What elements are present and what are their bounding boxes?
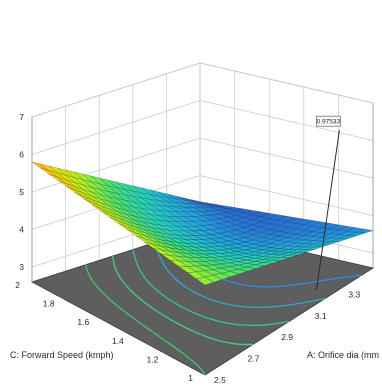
y-tick-label: 1.4 bbox=[112, 336, 124, 346]
z-tick-label: 5 bbox=[19, 187, 24, 197]
response-surface bbox=[31, 161, 374, 286]
floor-contours bbox=[85, 236, 362, 376]
z-tick-label: 4 bbox=[19, 225, 24, 235]
z-tick-label: 6 bbox=[19, 150, 24, 160]
surface-cell bbox=[195, 276, 214, 286]
y-tick-label: 1.2 bbox=[147, 354, 159, 364]
x-tick-label: 2.5 bbox=[214, 375, 226, 385]
contour-line bbox=[111, 255, 254, 346]
contour-line bbox=[132, 249, 290, 327]
y-tick-label: 1 bbox=[188, 373, 193, 383]
design-point-marker: 0.97533 bbox=[315, 115, 341, 291]
x-tick-label: 3.3 bbox=[348, 289, 360, 299]
design-point-label: 0.97533 bbox=[317, 119, 341, 126]
y-tick-label: 2 bbox=[15, 280, 20, 290]
x-tick-label: 2.9 bbox=[281, 332, 293, 342]
contour-line bbox=[152, 242, 326, 309]
y-tick-label: 1.8 bbox=[43, 299, 55, 309]
contour-line bbox=[85, 264, 206, 376]
z-tick-label: 7 bbox=[19, 112, 24, 122]
z-tick-label: 3 bbox=[19, 262, 24, 272]
x-tick-label: 2.7 bbox=[248, 354, 260, 364]
x-tick-label: 3.1 bbox=[315, 311, 327, 321]
y-tick-label: 1.6 bbox=[77, 317, 89, 327]
design-point-flag bbox=[316, 115, 341, 127]
design-point-line bbox=[315, 130, 340, 291]
x-axis-title: A: Orifice dia (mm bbox=[307, 350, 379, 360]
y-axis-title: C: Forward Speed (kmph) bbox=[10, 350, 114, 360]
